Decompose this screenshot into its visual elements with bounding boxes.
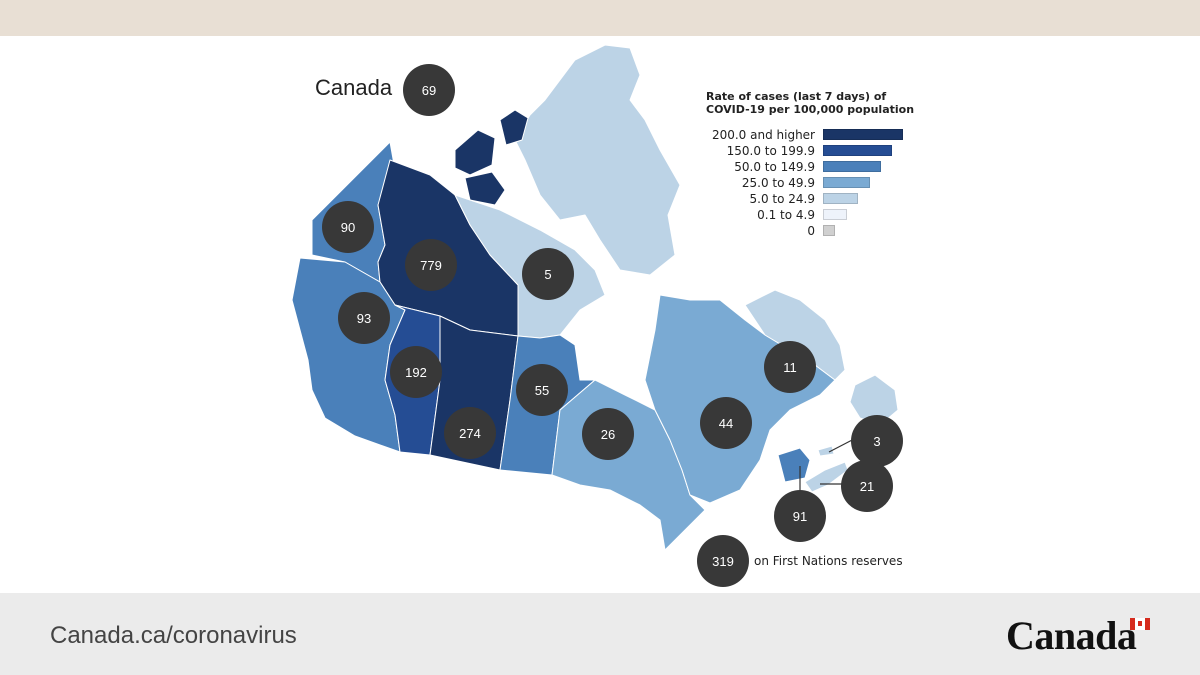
rate-bubble-first-nations: 319 <box>697 535 749 587</box>
rate-bubble-prince-edward-island: 3 <box>851 415 903 467</box>
region-pei <box>817 445 835 457</box>
rate-bubble-manitoba: 55 <box>516 364 568 416</box>
legend-label: 50.0 to 149.9 <box>734 160 815 174</box>
canada-wordmark: Canada <box>1006 613 1137 658</box>
top-band <box>0 0 1200 36</box>
rate-bubble-canada: 69 <box>403 64 455 116</box>
region-nwt-islands-2 <box>464 171 506 206</box>
region-quebec <box>644 294 836 504</box>
flag-icon <box>1130 618 1150 630</box>
legend-label: 0 <box>807 224 815 238</box>
region-arctic-islands <box>514 44 681 276</box>
rate-bubble-saskatchewan: 274 <box>444 407 496 459</box>
rate-bubble-nova-scotia: 21 <box>841 460 893 512</box>
legend-swatch <box>823 193 858 204</box>
rate-bubble-nunavut: 5 <box>522 248 574 300</box>
legend-item: 150.0 to 199.9 <box>680 144 910 158</box>
rate-bubble-alberta: 192 <box>390 346 442 398</box>
region-arctic-islands-west <box>499 109 529 146</box>
rate-bubble-ontario: 26 <box>582 408 634 460</box>
legend-label: 200.0 and higher <box>711 128 815 142</box>
first-nations-label: on First Nations reserves <box>754 554 903 568</box>
canada-map <box>291 44 899 551</box>
legend-swatch <box>823 161 881 172</box>
legend-swatch <box>823 209 847 220</box>
region-nwt-islands <box>454 129 496 176</box>
legend-item: 25.0 to 49.9 <box>680 176 910 190</box>
region-new-brunswick <box>777 447 811 483</box>
legend-item: 0.1 to 4.9 <box>680 208 910 222</box>
legend-label: 150.0 to 199.9 <box>726 144 815 158</box>
legend-label: 25.0 to 49.9 <box>741 176 815 190</box>
rate-bubble-british-columbia: 93 <box>338 292 390 344</box>
legend-label: 5.0 to 24.9 <box>749 192 815 206</box>
legend-item: 5.0 to 24.9 <box>680 192 910 206</box>
rate-bubble-newfoundland-labrador: 11 <box>764 341 816 393</box>
legend-swatch <box>823 177 870 188</box>
legend-swatch <box>823 225 835 236</box>
legend-label: 0.1 to 4.9 <box>757 208 815 222</box>
footer-url[interactable]: Canada.ca/coronavirus <box>50 622 297 649</box>
footer <box>0 593 1200 675</box>
rate-bubble-new-brunswick: 91 <box>774 490 826 542</box>
legend-swatch <box>823 129 903 140</box>
rate-bubble-northwest-territories: 779 <box>405 239 457 291</box>
legend-item: 200.0 and higher <box>680 128 910 142</box>
legend-item: 0 <box>680 224 910 238</box>
rate-bubble-quebec: 44 <box>700 397 752 449</box>
legend-item: 50.0 to 149.9 <box>680 160 910 174</box>
map-title: Canada <box>315 75 393 100</box>
rate-bubble-yukon: 90 <box>322 201 374 253</box>
legend-swatch <box>823 145 892 156</box>
legend-title: Rate of cases (last 7 days) of COVID-19 … <box>706 90 915 116</box>
